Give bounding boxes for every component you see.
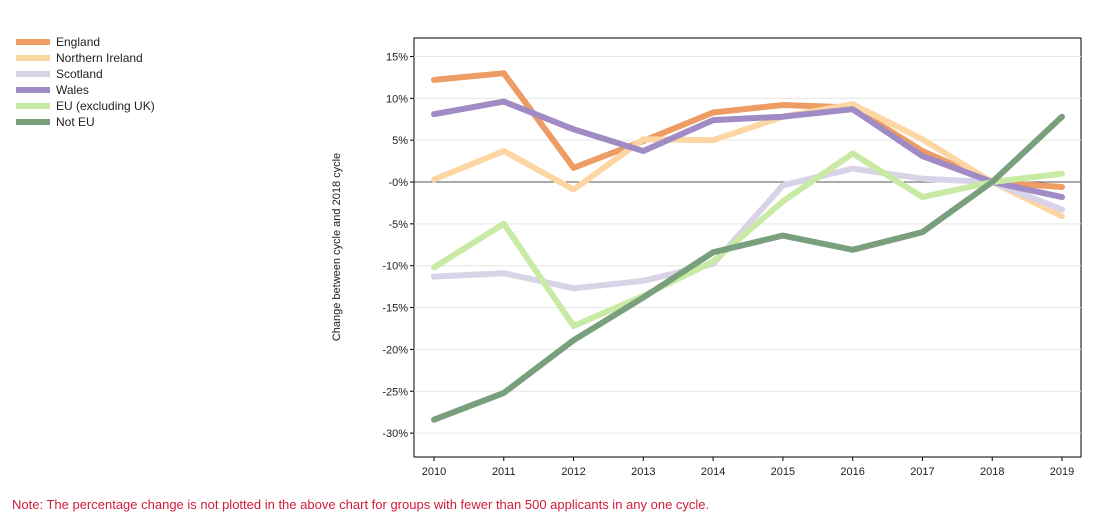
series-lines — [431, 70, 1065, 423]
plot-area-border — [413, 37, 1082, 458]
series-line-not-eu — [431, 113, 1065, 423]
series-line-wales — [431, 98, 1065, 201]
legend-item-northern-ireland: Northern Ireland — [16, 50, 155, 66]
legend-label: Not EU — [56, 115, 95, 129]
legend-item-england: England — [16, 34, 155, 50]
y-tick-label: -10% — [382, 261, 408, 273]
x-axis: 2010 2011 2012 2013 2014 2015 2016 2017 2018 2019 — [422, 457, 1074, 478]
legend-label: Wales — [56, 83, 89, 97]
legend-swatch — [16, 103, 50, 109]
legend-swatch — [16, 71, 50, 77]
y-tick-label: -15% — [382, 303, 408, 315]
y-tick-label: -30% — [382, 428, 408, 440]
x-tick-label: 2016 — [840, 466, 864, 478]
x-tick-label: 2018 — [980, 466, 1004, 478]
y-tick-label: 5% — [392, 135, 408, 147]
y-tick-label: -0% — [388, 177, 408, 189]
x-tick-label: 2014 — [701, 466, 725, 478]
y-axis-title: Change between cycle and 2018 cycle — [331, 153, 343, 341]
x-tick-label: 2017 — [910, 466, 934, 478]
legend-label: Scotland — [56, 67, 103, 81]
legend-item-not-eu: Not EU — [16, 114, 155, 130]
legend-swatch — [16, 39, 50, 45]
x-tick-label: 2011 — [492, 466, 516, 478]
legend-swatch — [16, 87, 50, 93]
legend-swatch — [16, 55, 50, 61]
legend-label: EU (excluding UK) — [56, 99, 155, 113]
y-tick-label: 15% — [386, 51, 408, 63]
y-tick-label: -5% — [388, 219, 408, 231]
legend-item-eu-excluding-uk: EU (excluding UK) — [16, 98, 155, 114]
x-tick-label: 2013 — [631, 466, 655, 478]
series-line-scotland — [431, 165, 1065, 292]
legend-item-scotland: Scotland — [16, 66, 155, 82]
legend-item-wales: Wales — [16, 82, 155, 98]
y-tick-label: -25% — [382, 386, 408, 398]
legend-swatch — [16, 119, 50, 125]
x-tick-label: 2015 — [771, 466, 795, 478]
y-tick-label: -20% — [382, 344, 408, 356]
series-line-northern-ireland — [431, 101, 1065, 220]
series-line-eu-excluding-uk — [431, 150, 1065, 329]
legend-label: Northern Ireland — [56, 51, 143, 65]
y-tick-label: 10% — [386, 93, 408, 105]
x-tick-label: 2010 — [422, 466, 446, 478]
x-tick-label: 2019 — [1050, 466, 1074, 478]
legend-label: England — [56, 35, 101, 49]
chart-legend: England Northern Ireland Scotland Wales EU (… — [16, 34, 155, 130]
x-tick-label: 2012 — [561, 466, 585, 478]
y-axis: 15% 10% 5% -0% -5% -10% -15% -20% -25% -30% — [382, 51, 414, 440]
chart-note: Note: The percentage change is not plott… — [12, 497, 710, 512]
